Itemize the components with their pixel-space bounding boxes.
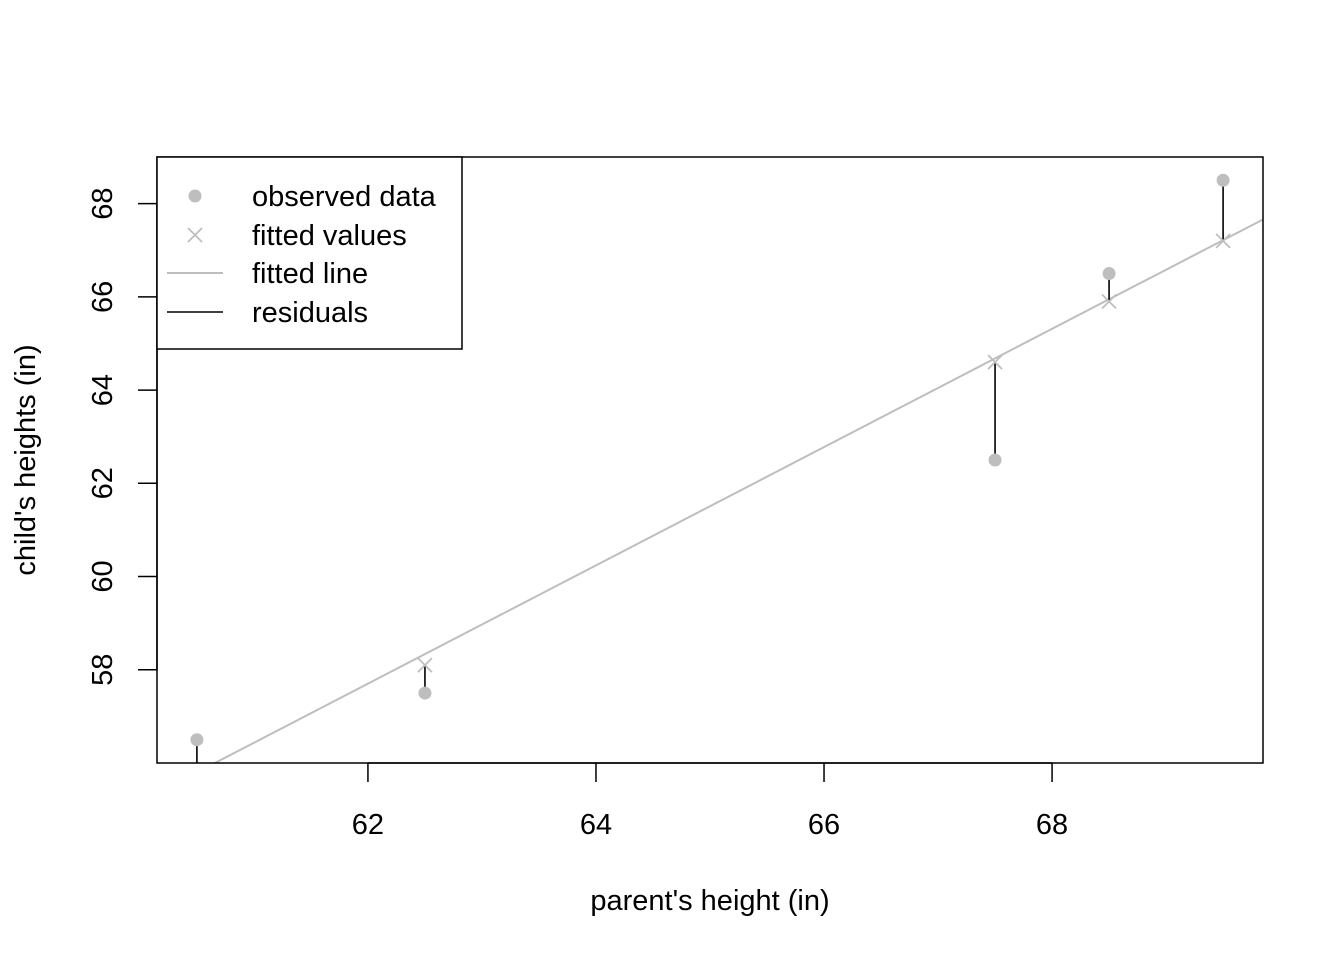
y-tick-label: 60	[87, 560, 119, 592]
legend-item: fitted values	[187, 220, 407, 252]
y-axis: 58 60 62 64 66 68	[87, 187, 158, 686]
legend-label: residuals	[252, 297, 368, 329]
observed-point	[418, 686, 432, 700]
legend-label: fitted line	[252, 258, 368, 290]
fitted-value-cross	[190, 765, 204, 779]
fitted-value-cross	[1215, 233, 1231, 249]
legend-box	[156, 156, 463, 350]
y-tick-label: 64	[87, 374, 119, 406]
fitted-value-cross	[1101, 293, 1117, 310]
legend-item: fitted line	[167, 258, 368, 290]
legend-item: residuals	[167, 297, 368, 329]
x-tick-label: 64	[580, 809, 612, 841]
legend: observed data fitted values fitted line res…	[156, 156, 463, 350]
fitted-values-layer	[190, 233, 1231, 779]
x-tick-label: 66	[808, 809, 840, 841]
observed-points-layer	[190, 173, 1230, 747]
y-tick-label: 68	[87, 187, 119, 219]
observed-point	[1102, 267, 1116, 281]
x-axis-title: parent's height (in)	[590, 885, 829, 917]
y-tick-label: 58	[87, 654, 119, 686]
x-tick-label: 62	[352, 809, 384, 841]
fitted-value-cross	[987, 354, 1003, 370]
legend-point-icon	[188, 189, 202, 203]
observed-point	[190, 733, 204, 747]
fitted-line-layer	[212, 218, 1263, 763]
observed-point	[988, 453, 1002, 467]
x-axis: 62 64 66 68	[352, 762, 1068, 841]
legend-label: observed data	[252, 181, 437, 213]
legend-label: fitted values	[252, 220, 407, 252]
y-axis-title: child's heights (in)	[10, 344, 42, 575]
legend-item: observed data	[188, 181, 437, 213]
legend-cross-icon	[187, 227, 203, 243]
observed-point	[1216, 173, 1230, 187]
x-tick-label: 68	[1036, 809, 1068, 841]
y-tick-label: 62	[87, 467, 119, 499]
fitted-line	[212, 218, 1263, 763]
y-tick-label: 66	[87, 281, 119, 313]
fitted-value-cross	[417, 657, 433, 673]
